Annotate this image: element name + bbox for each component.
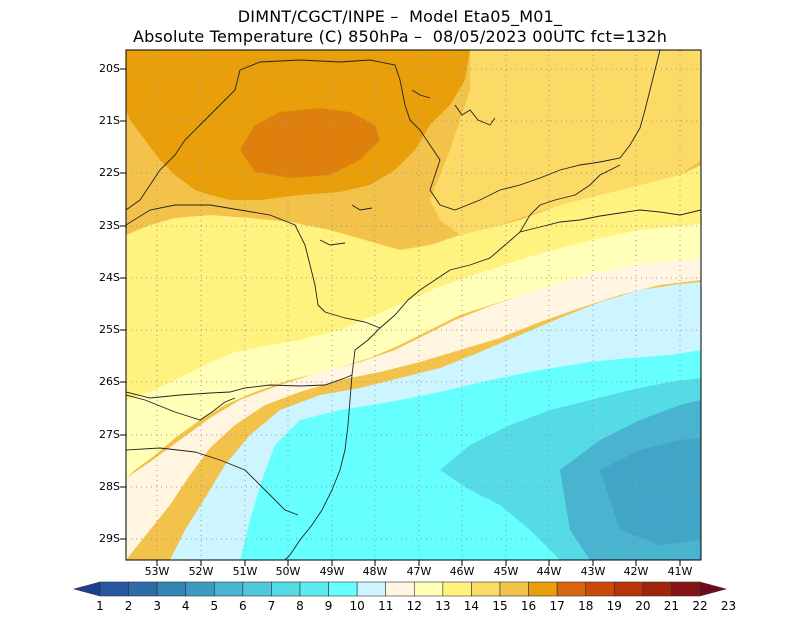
river-lake-3 — [319, 239, 346, 246]
colorbar-swatch — [585, 581, 615, 597]
colorbar-label: 23 — [720, 599, 737, 613]
colorbar-swatch — [299, 581, 329, 597]
lon-label: 46W — [449, 565, 475, 578]
lat-label: 20S — [99, 62, 120, 75]
lon-label: 45W — [493, 565, 519, 578]
colorbar-swatch — [242, 581, 272, 597]
colorbar-label: 8 — [296, 599, 304, 613]
field-cream — [126, 258, 701, 560]
colorbar-label: 20 — [635, 599, 651, 613]
colorbar-label: 16 — [520, 599, 537, 613]
map-frame — [125, 49, 702, 561]
graticule — [126, 50, 701, 560]
lat-label: 25S — [99, 323, 120, 336]
colorbar-label: 4 — [181, 599, 190, 613]
tick-marks — [120, 68, 681, 566]
colorbar-label: 19 — [606, 599, 622, 613]
colorbar-label: 6 — [239, 599, 247, 613]
lon-label: 50W — [275, 565, 301, 578]
coastline — [284, 209, 702, 561]
state-border-rj — [519, 164, 621, 233]
lat-label: 27S — [99, 428, 120, 441]
lon-label: 43W — [580, 565, 606, 578]
river-lake-1 — [454, 104, 496, 126]
colorbar-label: 11 — [378, 599, 394, 613]
lat-label: 23S — [99, 219, 120, 232]
colorbar-arrow-right — [699, 581, 728, 597]
lon-label: 48W — [362, 565, 388, 578]
colorbar-label: 2 — [124, 599, 133, 613]
colorbar-arrow-left — [72, 581, 101, 597]
colorbar-swatch — [413, 581, 444, 597]
lon-label: 44W — [536, 565, 562, 578]
colorbar-label: 13 — [435, 599, 451, 613]
lon-label: 41W — [667, 565, 693, 578]
title-line-1: DIMNT/CGCT/INPE – Model Eta05_M01_ — [237, 7, 563, 26]
boundaries — [125, 49, 702, 561]
lat-label: 24S — [99, 271, 120, 284]
lat-label: 29S — [99, 532, 120, 545]
lat-label: 26S — [99, 375, 120, 388]
state-border-sp-mg — [239, 49, 661, 211]
colorbar-label: 22 — [692, 599, 708, 613]
colorbar-label: 18 — [578, 599, 594, 613]
lat-label: 21S — [99, 114, 120, 127]
colorbar-label: 3 — [153, 599, 161, 613]
lat-label: 28S — [99, 480, 120, 493]
colorbar-label: 5 — [210, 599, 219, 613]
colorbar-label: 12 — [406, 599, 422, 613]
colorbar-swatch — [156, 581, 187, 597]
colorbar-swatch — [528, 581, 558, 597]
colorbar — [72, 581, 728, 597]
lon-label: 51W — [232, 565, 258, 578]
state-border-sp-pr — [125, 204, 381, 329]
colorbar-label: 9 — [324, 599, 333, 613]
colorbar-label: 1 — [96, 599, 104, 613]
colorbar-swatch — [185, 581, 215, 597]
field-pale-yellow — [126, 224, 701, 478]
colorbar-swatch — [328, 581, 358, 597]
title-line-2: Absolute Temperature (C) 850hPa – 08/05/… — [132, 27, 668, 46]
colorbar-swatch — [671, 581, 701, 597]
colorbar-swatch — [613, 581, 644, 597]
colorbar-swatch — [499, 581, 529, 597]
colorbar-swatch — [556, 581, 587, 597]
temperature-field — [126, 50, 701, 560]
colorbar-swatch — [471, 581, 501, 597]
colorbar-label: 7 — [267, 599, 276, 613]
lon-label: 53W — [144, 565, 170, 578]
country-border-west — [125, 394, 236, 421]
colorbar-swatch — [385, 581, 415, 597]
field-east-warm — [430, 50, 701, 235]
colorbar-label: 21 — [663, 599, 680, 613]
river-lake-4 — [411, 89, 431, 99]
state-border-sc-rs — [125, 447, 299, 516]
colorbar-label: 14 — [463, 599, 480, 613]
colorbar-swatch — [99, 581, 129, 597]
colorbar-swatch — [213, 581, 244, 597]
lon-label: 52W — [188, 565, 214, 578]
lon-label: 42W — [623, 565, 649, 578]
colorbar-label: 10 — [349, 599, 365, 613]
colorbar-swatch — [642, 581, 672, 597]
lat-label: 22S — [99, 166, 120, 179]
lon-label: 47W — [406, 565, 432, 578]
colorbar-swatch — [442, 581, 472, 597]
colorbar-swatch — [271, 581, 301, 597]
colorbar-label: 15 — [492, 599, 508, 613]
river-lake-2 — [351, 204, 373, 211]
lon-label: 49W — [319, 565, 345, 578]
colorbar-label: 17 — [549, 599, 565, 613]
state-border-ms-sp — [125, 69, 241, 211]
colorbar-swatch — [356, 581, 387, 597]
field-yellow — [126, 165, 701, 400]
field-core — [240, 108, 380, 178]
colorbar-swatch — [128, 581, 158, 597]
state-border-pr-sc — [125, 374, 353, 399]
field-darker-blue — [600, 438, 701, 545]
